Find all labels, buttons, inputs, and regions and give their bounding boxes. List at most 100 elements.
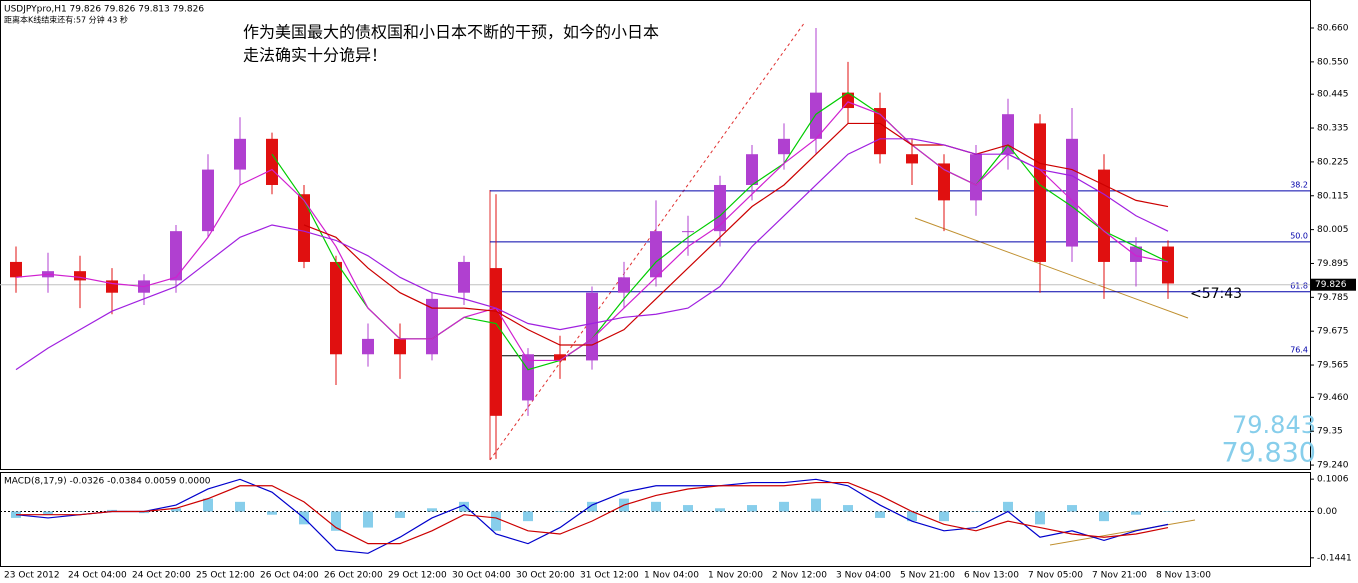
y-tick-label: 80.115 [1317, 191, 1349, 201]
macd-bar [683, 505, 693, 512]
indicator-line [15, 138, 1169, 371]
macd-bar [1163, 511, 1173, 512]
candle-body [10, 261, 22, 278]
y-tick-label: 80.225 [1317, 157, 1349, 167]
fib-label: 76.4 [1290, 345, 1308, 354]
x-tick-label: 3 Nov 04:00 [836, 571, 891, 581]
countdown-header: 距离本K线结束还有:57 分钟 43 秒 [4, 15, 128, 25]
countdown: <57:43 [1190, 286, 1242, 302]
x-tick-label: 26 Oct 04:00 [260, 571, 319, 581]
candle-body [490, 268, 502, 416]
x-tick-label: 24 Oct 04:00 [68, 571, 127, 581]
indicator-line [15, 478, 1169, 554]
macd-bar [267, 511, 277, 515]
y-tick-label: 79.240 [1317, 461, 1349, 471]
macd-bar [43, 511, 53, 515]
macd-bar [779, 501, 789, 512]
macd-bar [1099, 511, 1109, 522]
y-tick-label: 79.460 [1317, 393, 1349, 403]
fib-label: 50.0 [1290, 231, 1308, 240]
x-tick-label: 2 Nov 12:00 [772, 571, 827, 581]
x-tick-label: 1 Nov 20:00 [708, 571, 763, 581]
macd-bar [331, 511, 341, 531]
y-tick-label: 79.785 [1317, 293, 1349, 303]
macd-bar [523, 511, 533, 522]
x-tick-label: 30 Oct 20:00 [516, 571, 575, 581]
candle-body [1162, 246, 1174, 284]
fib-label: 38.2 [1290, 180, 1308, 189]
symbol-header: USDJPYpro,H1 79.826 79.826 79.813 79.826 [4, 5, 204, 15]
candle-body [522, 354, 534, 401]
trend-line [914, 217, 1189, 319]
y-tick-label: 0.1006 [1317, 475, 1349, 485]
x-tick-label: 24 Oct 20:00 [132, 571, 191, 581]
macd-bar [651, 501, 661, 512]
x-tick-label: 23 Oct 2012 [4, 571, 60, 581]
macd-bar [587, 501, 597, 512]
y-tick-label: -0.1441 [1317, 553, 1352, 563]
candle-body [682, 231, 694, 233]
candle-body [362, 338, 374, 355]
y-tick-label: 0.00 [1317, 507, 1337, 517]
main-frame [0, 0, 1311, 470]
candle-body [458, 261, 470, 293]
candle-body [810, 92, 822, 139]
y-tick-label: 80.005 [1317, 225, 1349, 235]
macd-bar [75, 511, 85, 512]
indicator-line [16, 481, 1169, 545]
macd-bar [459, 501, 469, 512]
current-price-box [1310, 278, 1356, 291]
y-tick-label: 79.35 [1317, 427, 1343, 437]
candle-body [778, 138, 790, 155]
macd-bar [1067, 505, 1077, 512]
y-tick-label: 80.660 [1317, 24, 1349, 34]
annotation: 走法确实十分诡异！ [243, 46, 387, 65]
macd-bar [1035, 511, 1045, 525]
candle-body [234, 138, 246, 170]
candle-body [298, 194, 310, 262]
x-tick-label: 7 Nov 21:00 [1092, 571, 1147, 581]
macd-bar [171, 508, 181, 512]
macd-bar [203, 498, 213, 512]
y-tick-label: 80.445 [1317, 90, 1349, 100]
macd-bar [939, 511, 949, 522]
x-tick-label: 31 Oct 12:00 [580, 571, 639, 581]
x-tick-label: 29 Oct 12:00 [388, 571, 447, 581]
macd-bar [139, 511, 149, 514]
x-tick-label: 30 Oct 04:00 [452, 571, 511, 581]
indicator-line [303, 122, 1169, 346]
macd-bar [1003, 501, 1013, 512]
x-tick-label: 5 Nov 21:00 [900, 571, 955, 581]
candle-body [586, 292, 598, 361]
x-tick-label: 1 Nov 04:00 [644, 571, 699, 581]
candle-body [1002, 114, 1014, 155]
x-tick-label: 6 Nov 13:00 [964, 571, 1019, 581]
macd-bar [811, 498, 821, 512]
y-tick-label: 80.550 [1317, 57, 1349, 67]
macd-bar [971, 511, 981, 512]
candle-body [426, 298, 438, 355]
x-tick-label: 25 Oct 12:00 [196, 571, 255, 581]
macd-bar [875, 511, 885, 518]
candle-body [746, 154, 758, 185]
macd-bar [363, 511, 373, 528]
macd-bar [107, 509, 117, 512]
candle-body [618, 277, 630, 293]
macd-bar [555, 511, 565, 512]
candle-body [266, 138, 278, 185]
macd-bar [747, 505, 757, 512]
candle-body [1130, 246, 1142, 262]
candle-body [74, 271, 86, 281]
macd-bar [843, 505, 853, 512]
macd-trend-line [1049, 519, 1196, 546]
macd-bar [427, 508, 437, 512]
candle-body [650, 231, 662, 278]
y-tick-label: 79.895 [1317, 259, 1349, 269]
candle-body [394, 338, 406, 355]
candle-body [970, 154, 982, 201]
candle-body [906, 154, 918, 164]
candle-body [874, 108, 886, 155]
macd-title: MACD(8,17,9) -0.0326 -0.0384 0.0059 0.00… [4, 477, 211, 487]
current-price-label: 79.826 [1315, 280, 1347, 290]
